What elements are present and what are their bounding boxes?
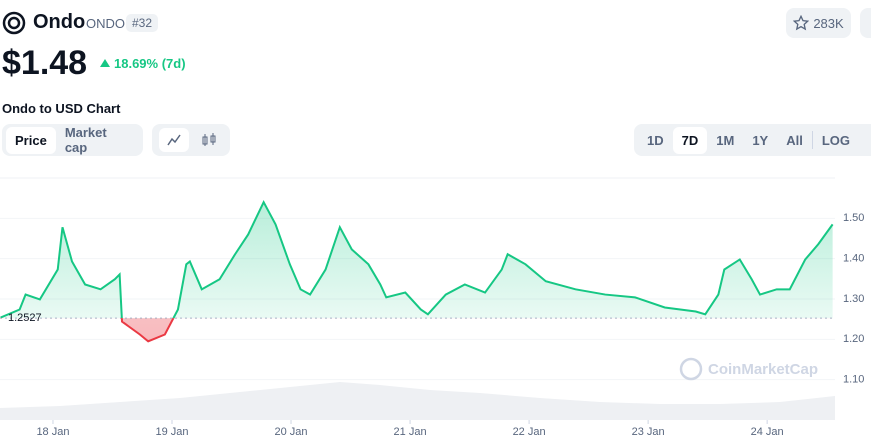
- star-icon: [793, 15, 810, 31]
- watermark-text: CoinMarketCap: [708, 361, 818, 378]
- price-change: 18.69% (7d): [114, 56, 186, 71]
- range-all[interactable]: All: [786, 132, 803, 148]
- x-tick-label: 20 Jan: [275, 426, 308, 438]
- divider: [811, 131, 813, 149]
- volume-area: [0, 382, 835, 420]
- coin-symbol: ONDO: [86, 16, 125, 31]
- market-cap-tab[interactable]: Market cap: [64, 125, 107, 155]
- y-tick-label: 1.40: [843, 253, 864, 265]
- x-tick-label: 19 Jan: [155, 426, 188, 438]
- x-tick-label: 21 Jan: [394, 426, 427, 438]
- y-tick-label: 1.10: [843, 374, 864, 386]
- candle-icon: [202, 133, 215, 146]
- range-1y[interactable]: 1Y: [752, 132, 769, 148]
- range-log[interactable]: LOG: [821, 132, 851, 148]
- range-1m[interactable]: 1M: [716, 132, 735, 148]
- tab-group: Price Market cap: [2, 124, 143, 156]
- range-7d[interactable]: 7D: [672, 126, 708, 154]
- watermark: CoinMarketCap: [679, 357, 818, 381]
- watchlist-count: 283K: [813, 15, 844, 31]
- share-button[interactable]: [860, 8, 871, 38]
- area-below: [0, 318, 833, 342]
- area-above: [0, 202, 833, 319]
- baseline-label: 1.2527: [8, 312, 42, 324]
- coin-name: Ondo: [33, 11, 86, 33]
- price-tab[interactable]: Price: [6, 126, 56, 154]
- up-arrow: [100, 59, 110, 67]
- logo: [2, 11, 26, 35]
- range-1d[interactable]: 1D: [647, 132, 664, 148]
- watchlist-button[interactable]: 283K: [786, 8, 851, 38]
- line-icon: [166, 134, 181, 146]
- y-tick-label: 1.30: [843, 293, 864, 305]
- candle-style-button[interactable]: [194, 128, 224, 152]
- x-tick-label: 23 Jan: [632, 426, 665, 438]
- x-tick-label: 24 Jan: [751, 426, 784, 438]
- x-tick-label: 22 Jan: [513, 426, 546, 438]
- x-tick-label: 18 Jan: [36, 426, 69, 438]
- chart-style-group: [152, 124, 230, 156]
- range-group: 1D 7D 1M 1Y All LOG: [634, 124, 871, 156]
- line-style-button[interactable]: [158, 128, 189, 152]
- chart-title: Ondo to USD Chart: [2, 101, 121, 116]
- y-tick-label: 1.20: [843, 333, 864, 345]
- y-tick-label: 1.50: [843, 212, 864, 224]
- price: $1.48: [2, 44, 88, 82]
- rank-badge: #32: [126, 14, 159, 32]
- price-line-up: [0, 199, 834, 319]
